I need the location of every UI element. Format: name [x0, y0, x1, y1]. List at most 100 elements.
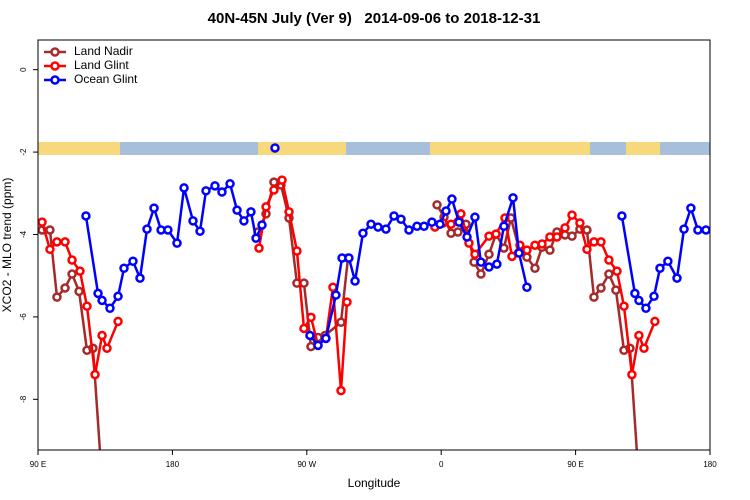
- point: [470, 212, 480, 222]
- point: [67, 269, 77, 279]
- point: [113, 316, 123, 327]
- point: [462, 232, 472, 242]
- point: [639, 343, 649, 353]
- point: [630, 288, 640, 299]
- point: [261, 202, 271, 212]
- point: [328, 282, 338, 292]
- point: [102, 343, 112, 353]
- point: [396, 214, 406, 224]
- point: [492, 259, 502, 269]
- point: [232, 205, 242, 215]
- point: [589, 292, 599, 302]
- point: [530, 263, 540, 274]
- point: [604, 255, 614, 265]
- point: [45, 225, 55, 235]
- point: [217, 187, 227, 197]
- y-tick-label: -8: [19, 395, 28, 403]
- map-strip: [38, 142, 710, 155]
- point: [149, 203, 159, 213]
- point: [612, 266, 622, 276]
- point: [491, 229, 501, 239]
- point: [453, 227, 463, 237]
- point: [454, 217, 464, 227]
- point: [619, 301, 629, 311]
- point: [404, 225, 414, 235]
- point: [373, 222, 383, 232]
- point: [305, 330, 315, 341]
- point: [254, 243, 264, 253]
- point: [188, 216, 198, 226]
- point: [634, 295, 644, 306]
- point: [225, 179, 235, 189]
- point: [52, 292, 62, 302]
- point: [432, 200, 442, 210]
- y-tick-label: 0: [19, 67, 28, 72]
- point: [627, 369, 637, 380]
- point: [663, 256, 673, 267]
- point: [269, 185, 279, 195]
- point: [476, 269, 486, 279]
- point: [97, 330, 107, 341]
- point: [246, 207, 256, 217]
- point: [686, 203, 696, 213]
- point: [172, 238, 182, 248]
- chart-title: 40N-45N July (Ver 9) 2014-09-06 to 2018-…: [208, 10, 541, 27]
- point: [522, 282, 532, 292]
- point: [270, 143, 280, 153]
- point: [655, 263, 665, 274]
- point: [336, 317, 346, 328]
- point: [45, 244, 55, 255]
- point: [419, 221, 429, 232]
- point: [201, 186, 211, 196]
- legend-marker: [50, 47, 60, 57]
- y-tick-label: -4: [19, 230, 28, 238]
- x-tick-label: 90 W: [297, 460, 316, 469]
- point: [435, 219, 445, 229]
- point: [142, 224, 152, 234]
- point: [672, 273, 682, 283]
- point: [447, 194, 457, 204]
- point: [74, 286, 84, 297]
- point: [163, 225, 173, 235]
- point: [135, 273, 145, 283]
- point: [634, 330, 644, 341]
- point: [99, 478, 106, 485]
- point: [321, 333, 331, 344]
- point: [292, 246, 302, 256]
- x-tick-label: 0: [439, 460, 444, 469]
- point: [210, 181, 220, 191]
- point: [113, 291, 123, 302]
- x-tick-label: 180: [166, 460, 180, 469]
- point: [552, 232, 562, 242]
- point: [358, 228, 368, 239]
- point: [441, 206, 451, 216]
- point: [350, 276, 360, 286]
- x-tick-label: 90 E: [567, 460, 583, 469]
- point: [257, 220, 267, 230]
- point: [60, 283, 70, 293]
- point: [81, 211, 91, 221]
- point: [299, 323, 309, 334]
- legend-marker: [50, 75, 60, 85]
- point: [679, 224, 689, 234]
- point: [596, 237, 606, 247]
- point: [119, 263, 129, 274]
- plot-frame: [37, 39, 711, 451]
- point: [342, 297, 352, 307]
- point: [701, 225, 710, 235]
- point: [336, 385, 346, 396]
- point: [128, 256, 138, 267]
- point: [389, 211, 399, 221]
- x-tick-label: 180: [703, 460, 717, 469]
- point: [179, 183, 189, 193]
- point: [641, 303, 651, 314]
- point: [575, 218, 585, 228]
- point: [537, 239, 547, 249]
- point: [313, 340, 323, 351]
- point: [507, 251, 517, 262]
- point: [67, 255, 77, 265]
- point: [344, 253, 354, 263]
- x-tick-label: 90 E: [30, 460, 46, 469]
- point: [499, 221, 509, 232]
